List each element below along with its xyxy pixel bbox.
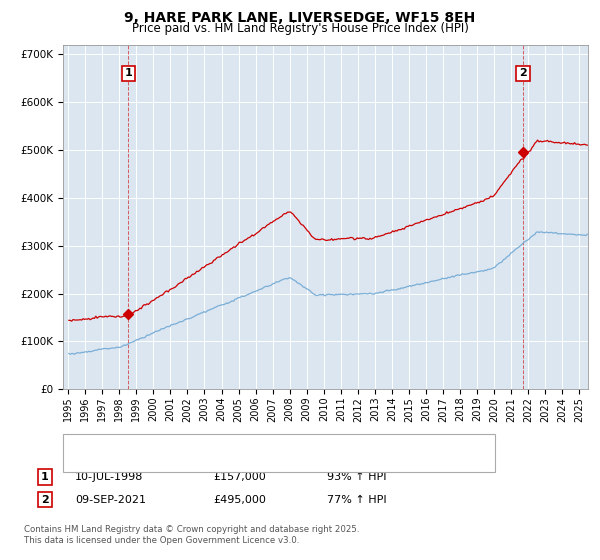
Text: 1: 1 <box>124 68 132 78</box>
Text: 77% ↑ HPI: 77% ↑ HPI <box>327 494 386 505</box>
Text: —: — <box>70 437 84 450</box>
Text: 2: 2 <box>519 68 527 78</box>
Text: 09-SEP-2021: 09-SEP-2021 <box>75 494 146 505</box>
Text: £495,000: £495,000 <box>213 494 266 505</box>
Text: Price paid vs. HM Land Registry's House Price Index (HPI): Price paid vs. HM Land Registry's House … <box>131 22 469 35</box>
Text: 2: 2 <box>41 494 49 505</box>
Text: Contains HM Land Registry data © Crown copyright and database right 2025.
This d: Contains HM Land Registry data © Crown c… <box>24 525 359 545</box>
Text: 10-JUL-1998: 10-JUL-1998 <box>75 472 143 482</box>
Text: 9, HARE PARK LANE, LIVERSEDGE, WF15 8EH: 9, HARE PARK LANE, LIVERSEDGE, WF15 8EH <box>124 11 476 25</box>
Text: 9, HARE PARK LANE, LIVERSEDGE, WF15 8EH (detached house): 9, HARE PARK LANE, LIVERSEDGE, WF15 8EH … <box>90 438 419 449</box>
Text: —: — <box>70 455 84 469</box>
Text: 93% ↑ HPI: 93% ↑ HPI <box>327 472 386 482</box>
Text: £157,000: £157,000 <box>213 472 266 482</box>
Text: HPI: Average price, detached house, Kirklees: HPI: Average price, detached house, Kirk… <box>90 457 325 467</box>
Text: 1: 1 <box>41 472 49 482</box>
